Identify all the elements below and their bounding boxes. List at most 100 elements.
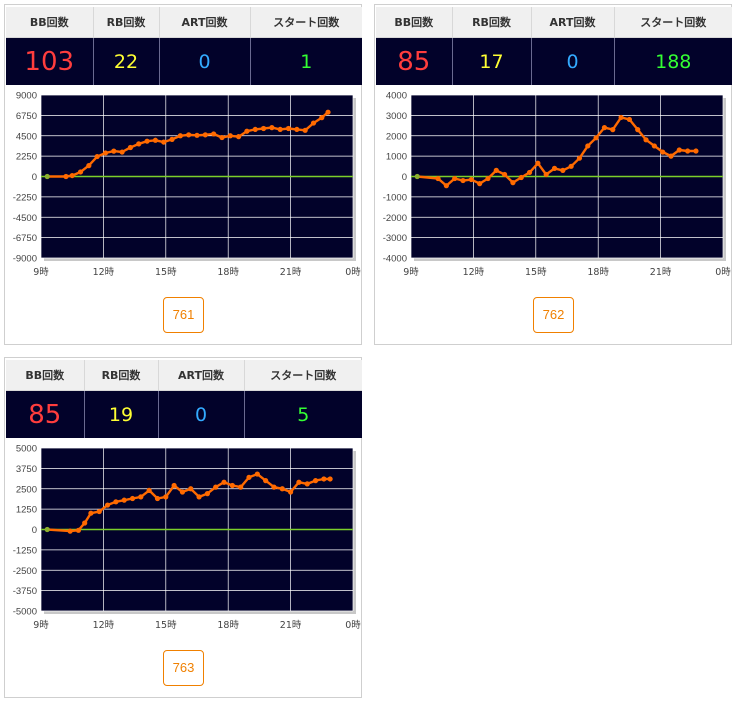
data-point [69,172,75,179]
machine-number-button[interactable]: 762 [533,297,574,333]
y-tick-label: 2000 [386,131,407,142]
data-point [285,125,292,132]
rb-count: 22 [93,37,160,85]
data-point [325,109,331,115]
x-tick-label: 15時 [525,267,547,278]
y-tick-label: -2250 [13,192,37,203]
data-point [244,128,250,134]
x-tick-label: 18時 [217,267,239,278]
data-point [177,133,183,139]
data-point [219,134,225,141]
data-point [44,173,50,180]
y-tick-label: 5000 [16,444,37,455]
data-point [94,153,100,160]
data-point [121,497,127,503]
data-point [86,163,92,169]
art-header: ART回数 [159,7,251,38]
data-point [211,131,217,137]
machine-number-button[interactable]: 761 [163,297,204,333]
y-tick-label: 0 [402,172,407,183]
machine-number-button[interactable]: 763 [163,650,204,686]
data-point [518,174,524,181]
bb-header: BB回数 [6,7,94,38]
data-point [279,486,285,492]
data-point [202,132,208,138]
art-count: 0 [159,37,251,85]
start-count: 5 [244,390,362,438]
data-point [560,167,566,173]
data-point [294,126,300,133]
data-point [543,171,549,178]
x-tick-label: 15時 [155,620,177,631]
data-point [510,180,516,186]
data-point [651,143,657,149]
rb-header: RB回数 [452,7,532,38]
data-point [576,155,583,161]
art-count: 0 [531,37,615,85]
data-point [238,484,244,490]
data-point [435,175,441,182]
start-count: 188 [614,37,732,85]
data-point [254,471,260,477]
start-header: スタート回数 [614,7,732,38]
data-point [163,494,169,500]
data-point [693,148,699,154]
slump-graph: 4000 3000 2000 1000 0 -1000 -2000 -3000 -4000 9時 1… [383,91,731,278]
data-point [227,133,233,139]
art-header: ART回数 [158,360,245,391]
data-point [452,175,458,182]
start-header: スタート回数 [250,7,362,38]
data-point [535,160,541,166]
data-point [485,175,491,182]
data-point [319,115,325,121]
data-point [96,508,102,515]
y-tick-label: -3000 [383,233,407,244]
data-point [626,116,632,123]
data-point [188,486,194,492]
data-point [221,479,227,485]
y-tick-label: -2500 [13,566,37,577]
data-point [144,138,150,144]
data-point [127,144,134,151]
series-line [47,472,331,533]
data-point [676,147,682,153]
y-tick-label: -2000 [383,213,407,224]
x-tick-label: 18時 [217,620,239,631]
data-point [288,489,294,495]
data-point [468,176,474,183]
art-header: ART回数 [531,7,615,38]
data-point [82,520,88,526]
stats-table: BB回数 RB回数 ART回数 スタート回数 85 19 0 5 [6,360,362,438]
data-point [271,484,277,490]
y-tick-label: 2250 [16,152,37,163]
data-point [443,183,449,189]
data-point [304,481,310,487]
x-tick-label: 0時 [345,620,361,631]
y-tick-label: 2500 [16,484,37,495]
machine-panel-762: BB回数 RB回数 ART回数 スタート回数 85 17 0 188 4000 3… [374,4,732,345]
y-tick-label: -1250 [13,545,37,556]
x-tick-label: 0時 [345,267,361,278]
y-tick-label: 4000 [386,91,407,102]
start-count: 1 [250,37,362,85]
data-point [44,526,50,533]
data-point [171,482,177,489]
slump-graph: 9000 6750 4500 2250 0 -2250 -4500 -6750 -9000 9時 1… [13,91,361,278]
data-point [460,177,466,184]
data-point [296,479,302,485]
y-tick-label: -9000 [13,254,37,265]
data-point [477,181,483,187]
data-point [119,149,125,155]
y-tick-label: 9000 [16,91,37,102]
data-point [146,487,152,493]
y-tick-label: 1250 [16,505,37,516]
data-point [136,141,142,147]
data-point [618,114,624,121]
x-tick-label: 18時 [587,267,609,278]
data-point [236,134,242,140]
data-point [77,169,84,175]
x-tick-label: 9時 [33,620,49,631]
data-point [327,476,333,482]
y-tick-label: 0 [32,525,37,536]
data-point [269,125,275,131]
